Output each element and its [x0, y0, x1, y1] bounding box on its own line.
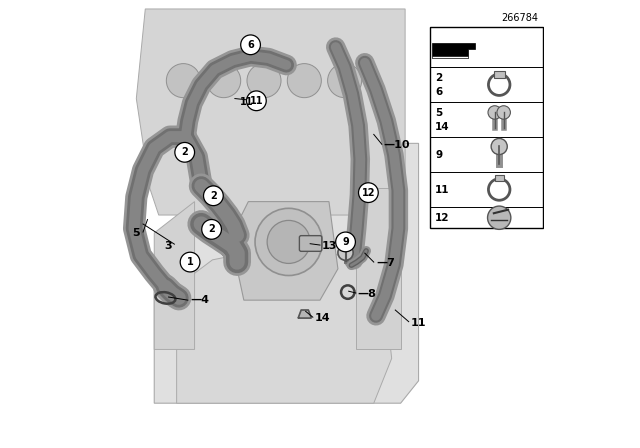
Polygon shape	[230, 202, 338, 300]
Circle shape	[491, 138, 508, 155]
Bar	[494, 71, 504, 78]
Polygon shape	[298, 310, 311, 318]
Text: 9: 9	[342, 237, 349, 247]
Text: 2
6: 2 6	[435, 73, 442, 97]
Circle shape	[180, 252, 200, 272]
Text: 6: 6	[247, 40, 254, 50]
Circle shape	[328, 64, 362, 98]
Circle shape	[204, 186, 223, 206]
Polygon shape	[154, 143, 419, 403]
Text: 11: 11	[250, 96, 263, 106]
Circle shape	[175, 142, 195, 162]
Circle shape	[287, 64, 321, 98]
Bar	[495, 175, 504, 181]
Text: —8: —8	[358, 289, 376, 299]
Text: 11: 11	[240, 97, 253, 107]
Circle shape	[166, 64, 200, 98]
Text: 13: 13	[322, 241, 337, 251]
Circle shape	[336, 232, 355, 252]
Circle shape	[241, 35, 260, 55]
Circle shape	[488, 206, 511, 229]
Text: —7: —7	[376, 258, 395, 268]
Text: 1: 1	[187, 257, 193, 267]
Text: 11: 11	[410, 318, 426, 327]
Text: 9: 9	[435, 150, 442, 159]
Circle shape	[247, 64, 281, 98]
Circle shape	[358, 183, 378, 202]
Bar	[430, 27, 543, 228]
Circle shape	[207, 64, 241, 98]
Polygon shape	[154, 202, 195, 349]
Text: 266784: 266784	[502, 13, 539, 23]
Circle shape	[246, 91, 266, 111]
Text: 5: 5	[132, 228, 140, 238]
Text: —10: —10	[383, 140, 410, 150]
Text: 3: 3	[164, 241, 172, 250]
Circle shape	[202, 220, 221, 239]
FancyBboxPatch shape	[300, 236, 322, 251]
Text: 12: 12	[435, 213, 450, 223]
Polygon shape	[136, 9, 405, 215]
Circle shape	[488, 106, 502, 119]
Text: 12: 12	[362, 188, 375, 198]
Polygon shape	[177, 251, 392, 403]
Text: 11: 11	[435, 185, 450, 194]
Text: 14: 14	[315, 313, 330, 323]
Text: 5
14: 5 14	[435, 108, 450, 132]
Circle shape	[338, 245, 353, 260]
Circle shape	[255, 208, 323, 276]
Text: 2: 2	[210, 191, 217, 201]
Circle shape	[267, 220, 310, 263]
Polygon shape	[432, 43, 475, 58]
Text: 2: 2	[181, 147, 188, 157]
Circle shape	[497, 106, 511, 119]
Polygon shape	[356, 188, 401, 349]
Text: —4: —4	[190, 295, 209, 305]
Text: 2: 2	[208, 224, 215, 234]
